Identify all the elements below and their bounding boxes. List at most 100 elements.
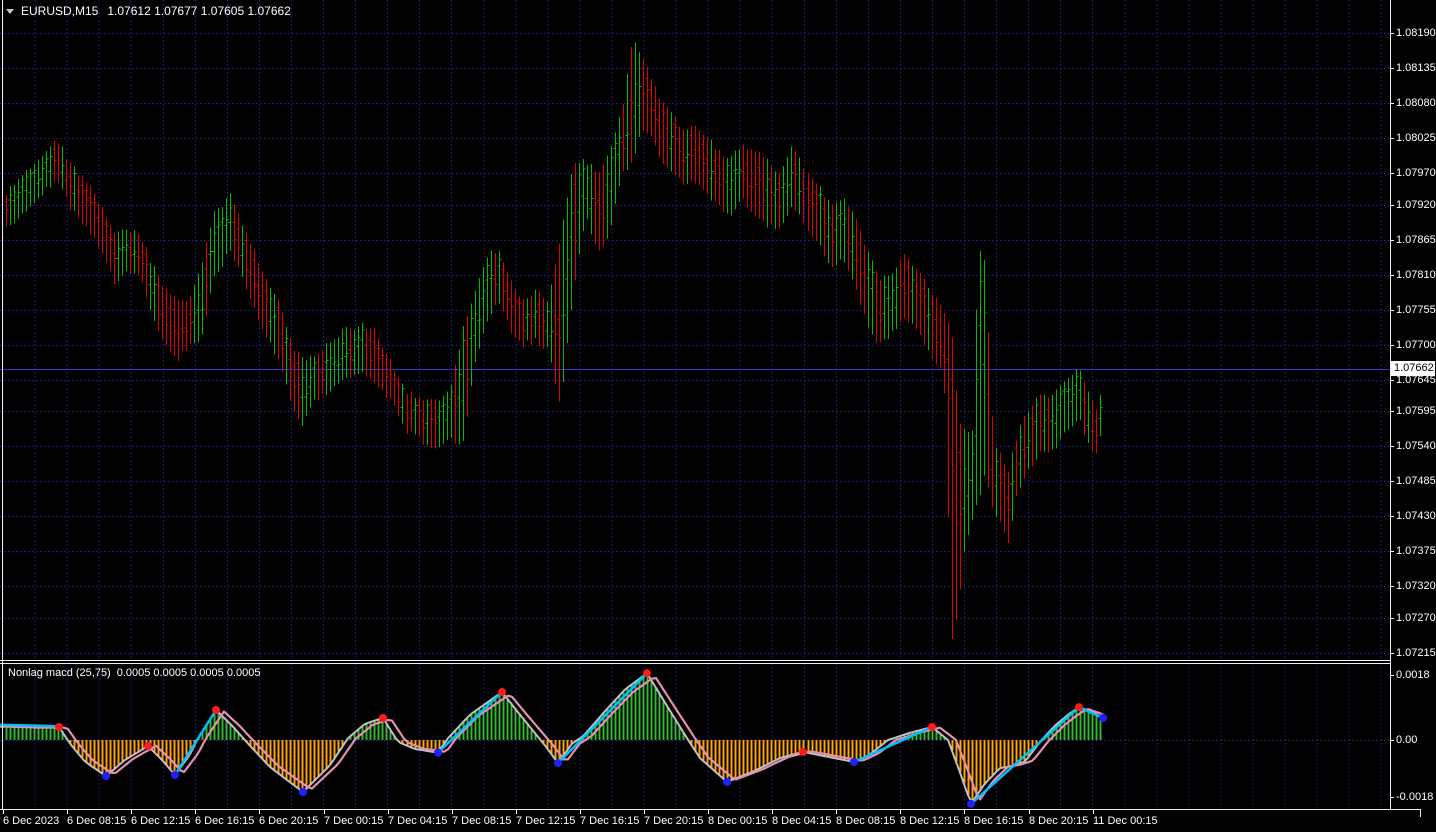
ohlc-bar-down bbox=[136, 233, 141, 276]
ohlc-bar-down bbox=[188, 296, 193, 344]
ohlc-bar-up bbox=[336, 337, 341, 384]
ohlc-bar-up bbox=[24, 169, 29, 212]
macd-peak-dot-red bbox=[1075, 703, 1083, 712]
ohlc-bar-down bbox=[902, 254, 907, 319]
ohlc-bar-up bbox=[533, 289, 538, 339]
ohlc-bar-up bbox=[910, 265, 915, 324]
ohlc-bar-down bbox=[108, 225, 113, 271]
ohlc-bar-down bbox=[705, 136, 710, 195]
ohlc-bar-up bbox=[1050, 394, 1055, 450]
ohlc-bar-down bbox=[4, 195, 9, 227]
time-axis-label: 7 Dec 08:15 bbox=[452, 815, 512, 827]
ohlc-bar-down bbox=[745, 149, 750, 208]
macd-cyan-trend-line bbox=[0, 723, 61, 728]
ohlc-bar-up bbox=[1026, 411, 1031, 469]
ohlc-bar-down bbox=[906, 258, 911, 323]
ohlc-bar-up bbox=[312, 356, 317, 400]
current-price-tag: 1.07662 bbox=[1391, 361, 1435, 376]
ohlc-bar-down bbox=[52, 140, 57, 183]
ohlc-bar-down bbox=[629, 47, 634, 163]
price-axis-label: 1.07485 bbox=[1396, 475, 1436, 487]
macd-peak-dot-red bbox=[928, 723, 936, 731]
ohlc-bar-up bbox=[208, 227, 213, 294]
main-chart-canvas[interactable] bbox=[0, 0, 1390, 660]
ohlc-bar-down bbox=[701, 134, 706, 190]
time-axis-label: 6 Dec 12:15 bbox=[131, 815, 191, 827]
ohlc-bar-down bbox=[96, 203, 101, 248]
ohlc-bar-up bbox=[48, 146, 53, 188]
ohlc-bar-down bbox=[1082, 381, 1087, 435]
ohlc-bar-up bbox=[585, 164, 590, 220]
time-axis-label: 8 Dec 08:15 bbox=[836, 815, 896, 827]
ohlc-bar-up bbox=[789, 146, 794, 208]
macd-peak-dot-red bbox=[144, 742, 152, 751]
ohlc-bar-down bbox=[661, 103, 666, 164]
ohlc-bar-down bbox=[204, 242, 209, 317]
ohlc-bar-up bbox=[32, 164, 37, 204]
ohlc-bar-up bbox=[352, 329, 357, 376]
chart-menu-triangle-icon[interactable] bbox=[6, 9, 14, 14]
price-axis-label: 1.07810 bbox=[1396, 269, 1436, 281]
ohlc-bar-up bbox=[489, 250, 494, 314]
time-axis-label: 7 Dec 16:15 bbox=[580, 815, 640, 827]
ohlc-bar-up bbox=[216, 208, 221, 273]
ohlc-bar-down bbox=[501, 262, 506, 312]
macd-cyan-trend-line bbox=[436, 690, 504, 754]
macd-peak-dot-red bbox=[55, 723, 63, 731]
ohlc-bar-up bbox=[449, 384, 454, 438]
ohlc-bar-down bbox=[56, 143, 61, 183]
price-axis-label: 1.07645 bbox=[1396, 374, 1436, 386]
ohlc-bar-down bbox=[100, 207, 105, 254]
ohlc-bar-down bbox=[164, 288, 169, 346]
ohlc-bar-up bbox=[272, 293, 277, 355]
ohlc-bar-down bbox=[950, 337, 955, 639]
ohlc-bar-up bbox=[1070, 374, 1075, 427]
ohlc-bar-down bbox=[384, 353, 389, 398]
ohlc-bar-down bbox=[276, 298, 281, 360]
ohlc-bar-up bbox=[565, 197, 570, 344]
ohlc-bar-up bbox=[834, 202, 839, 265]
ohlc-bar-up bbox=[882, 275, 887, 340]
macd-trough-dot-blue bbox=[967, 799, 975, 808]
ohlc-bar-up bbox=[561, 219, 566, 382]
price-axis-label: 1.08135 bbox=[1396, 62, 1436, 74]
ohlc-bar-up bbox=[445, 391, 450, 440]
ohlc-bar-down bbox=[405, 393, 410, 434]
ohlc-bar-down bbox=[380, 347, 385, 391]
ohlc-bar-down bbox=[320, 350, 325, 394]
ohlc-bar-up bbox=[481, 266, 486, 334]
ohlc-bar-down bbox=[264, 279, 269, 338]
price-axis-label: 1.07865 bbox=[1396, 234, 1436, 246]
ohlc-bar-up bbox=[669, 111, 674, 172]
ohlc-bar-down bbox=[292, 350, 297, 412]
macd-peak-dot-red bbox=[498, 688, 506, 696]
ohlc-bar-up bbox=[44, 151, 49, 187]
ohlc-bar-up bbox=[132, 230, 137, 274]
ohlc-bar-down bbox=[176, 300, 181, 362]
ohlc-bar-down bbox=[364, 328, 369, 377]
macd-trough-dot-blue bbox=[434, 748, 442, 757]
ohlc-bar-down bbox=[140, 241, 145, 283]
chart-symbol-period: EURUSD,M15 bbox=[21, 4, 99, 18]
ohlc-bar-up bbox=[425, 399, 430, 445]
indicator-axis-label: 0.0018 bbox=[1396, 669, 1430, 681]
ohlc-bar-down bbox=[601, 163, 606, 247]
ohlc-bar-down bbox=[958, 423, 963, 590]
ohlc-bar-down bbox=[1006, 471, 1011, 544]
ohlc-bar-down bbox=[1002, 464, 1007, 533]
ohlc-bar-up bbox=[356, 326, 361, 375]
ohlc-bar-up bbox=[974, 309, 979, 506]
ohlc-bar-down bbox=[409, 391, 414, 432]
macd-peak-dot-red bbox=[212, 706, 220, 714]
ohlc-bar-up bbox=[1018, 425, 1023, 488]
ohlc-bar-down bbox=[914, 268, 919, 330]
time-axis-label: 6 Dec 2023 bbox=[3, 815, 60, 827]
ohlc-bar-up bbox=[340, 329, 345, 380]
ohlc-bar-down bbox=[433, 398, 438, 449]
macd-peak-dot-red bbox=[799, 747, 807, 756]
time-axis-label: 8 Dec 04:15 bbox=[772, 815, 832, 827]
ohlc-bar-down bbox=[854, 219, 859, 290]
indicator-canvas[interactable] bbox=[0, 663, 1390, 808]
ohlc-bar-down bbox=[645, 66, 650, 134]
